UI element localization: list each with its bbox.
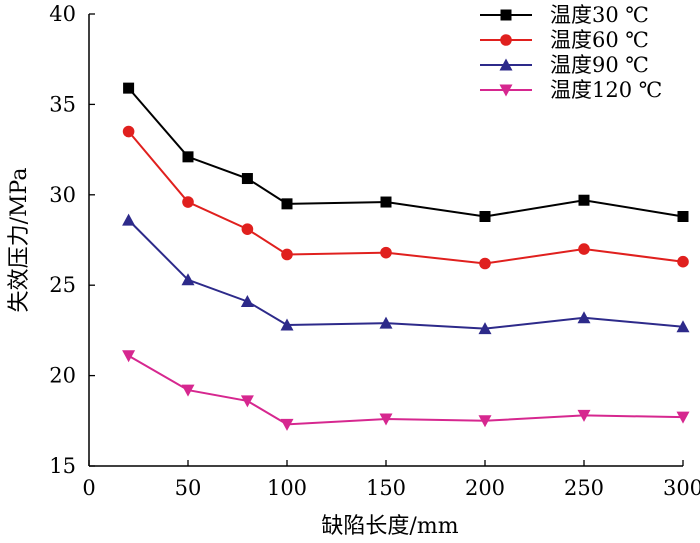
data-point xyxy=(122,125,135,138)
series-3 xyxy=(122,213,690,335)
y-tick-label: 20 xyxy=(49,364,76,388)
data-point xyxy=(677,210,689,222)
data-point xyxy=(182,196,194,208)
series-line xyxy=(127,87,684,218)
data-point xyxy=(676,320,690,333)
data-point xyxy=(122,213,136,226)
y-tick-label: 30 xyxy=(49,183,76,207)
legend-marker xyxy=(500,34,512,46)
series-2 xyxy=(122,125,689,270)
data-point xyxy=(380,246,392,259)
data-point xyxy=(280,318,294,331)
series-line xyxy=(127,130,684,265)
y-tick-label: 15 xyxy=(49,454,76,478)
x-tick-label: 300 xyxy=(663,476,700,500)
data-point xyxy=(281,248,293,261)
y-tick-label: 35 xyxy=(49,92,76,116)
series-line xyxy=(128,354,684,426)
data-point xyxy=(677,255,689,268)
data-point xyxy=(240,294,254,307)
data-point xyxy=(676,411,690,424)
data-point xyxy=(379,316,393,329)
data-point xyxy=(379,413,393,426)
y-axis-title: 失效压力/MPa xyxy=(7,168,32,313)
legend-item: 温度90 ℃ xyxy=(480,53,649,77)
series-1 xyxy=(123,82,689,222)
x-tick-label: 100 xyxy=(267,476,307,500)
data-point xyxy=(578,194,590,206)
data-point xyxy=(577,409,591,422)
axes: 0 50 100 150 200 250 300 15 20 25 30 35 40 xyxy=(49,2,700,500)
data-point xyxy=(479,257,491,270)
data-point xyxy=(380,196,392,208)
legend-marker xyxy=(499,84,513,97)
data-point xyxy=(479,210,491,222)
legend-label: 温度30 ℃ xyxy=(550,3,649,27)
legend-marker xyxy=(499,58,513,71)
data-point xyxy=(577,311,591,324)
x-tick-label: 50 xyxy=(175,476,202,500)
data-point xyxy=(181,384,195,397)
data-point xyxy=(478,415,492,428)
series-4 xyxy=(122,350,690,431)
legend-label: 温度120 ℃ xyxy=(550,78,662,102)
data-point xyxy=(241,223,254,235)
legend-item: 温度30 ℃ xyxy=(480,3,649,27)
x-tick-label: 250 xyxy=(564,476,604,500)
y-tick-label: 40 xyxy=(49,2,76,26)
legend-label: 温度90 ℃ xyxy=(550,53,649,77)
data-point xyxy=(122,350,136,363)
x-axis-title: 缺陷长度/mm xyxy=(321,514,458,539)
data-point xyxy=(281,198,293,210)
data-point xyxy=(241,173,253,185)
data-point xyxy=(182,151,194,163)
data-point xyxy=(181,273,195,286)
x-tick-label: 0 xyxy=(82,476,95,500)
data-point xyxy=(240,395,254,408)
data-point xyxy=(478,322,492,335)
x-tick-label: 200 xyxy=(465,476,505,500)
legend-item: 温度60 ℃ xyxy=(480,28,649,52)
x-tick-label: 150 xyxy=(366,476,406,500)
data-point xyxy=(280,418,294,431)
series-line xyxy=(127,219,684,330)
data-point xyxy=(578,243,590,255)
legend-item: 温度120 ℃ xyxy=(480,78,662,102)
legend-marker xyxy=(500,9,512,21)
series-layer xyxy=(122,82,690,431)
y-tick-label: 25 xyxy=(49,273,76,297)
data-point xyxy=(123,82,135,94)
legend-label: 温度60 ℃ xyxy=(550,28,649,52)
